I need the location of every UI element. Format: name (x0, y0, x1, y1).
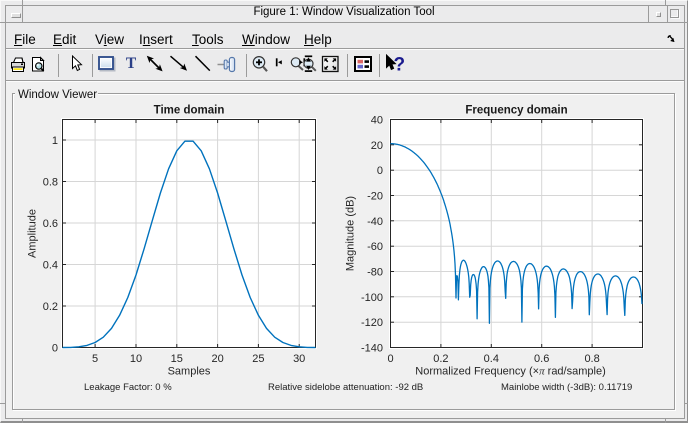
svg-text:-40: -40 (367, 216, 383, 228)
svg-text:10: 10 (130, 353, 142, 365)
svg-text:0.8: 0.8 (584, 353, 599, 365)
svg-text:-120: -120 (361, 317, 383, 329)
svg-text:Relative sidelobe attenuation:: Relative sidelobe attenuation: -92 dB (268, 382, 423, 393)
svg-text:40: 40 (371, 115, 383, 127)
svg-text:20: 20 (211, 353, 223, 365)
svg-text:Frequency domain: Frequency domain (465, 105, 567, 117)
svg-text:20: 20 (371, 140, 383, 152)
svg-text:Samples: Samples (168, 366, 211, 378)
svg-text:-80: -80 (367, 267, 383, 279)
svg-text:Window Viewer: Window Viewer (18, 89, 97, 101)
svg-text:Time domain: Time domain (154, 105, 225, 117)
svg-text:0.6: 0.6 (534, 353, 549, 365)
svg-text:30: 30 (293, 353, 305, 365)
svg-text:Normalized Frequency (×π rad/: Normalized Frequency (×π rad/sample) (415, 366, 605, 378)
svg-text:-100: -100 (361, 292, 383, 304)
svg-text:?: ? (394, 55, 406, 75)
svg-text:15: 15 (171, 353, 183, 365)
svg-text:-140: -140 (361, 343, 383, 355)
svg-text:-20: -20 (367, 191, 383, 203)
svg-text:0: 0 (377, 165, 383, 177)
svg-text:5: 5 (92, 353, 98, 365)
svg-text:Mainlobe width (-3dB): 0.11719: Mainlobe width (-3dB): 0.11719 (501, 382, 632, 393)
svg-text:0: 0 (387, 353, 393, 365)
svg-text:0.2: 0.2 (433, 353, 448, 365)
svg-text:0.4: 0.4 (43, 260, 58, 272)
svg-text:0.2: 0.2 (43, 301, 58, 313)
svg-text:0: 0 (52, 343, 58, 355)
svg-text:0.4: 0.4 (484, 353, 499, 365)
svg-text:0.8: 0.8 (43, 177, 58, 189)
svg-text:Magnitude (dB): Magnitude (dB) (345, 196, 357, 271)
svg-text:0.6: 0.6 (43, 218, 58, 230)
svg-text:25: 25 (252, 353, 264, 365)
svg-text:Leakage Factor: 0 %: Leakage Factor: 0 % (84, 382, 172, 393)
svg-text:Amplitude: Amplitude (27, 209, 39, 258)
svg-text:-60: -60 (367, 241, 383, 253)
svg-text:1: 1 (52, 135, 58, 147)
